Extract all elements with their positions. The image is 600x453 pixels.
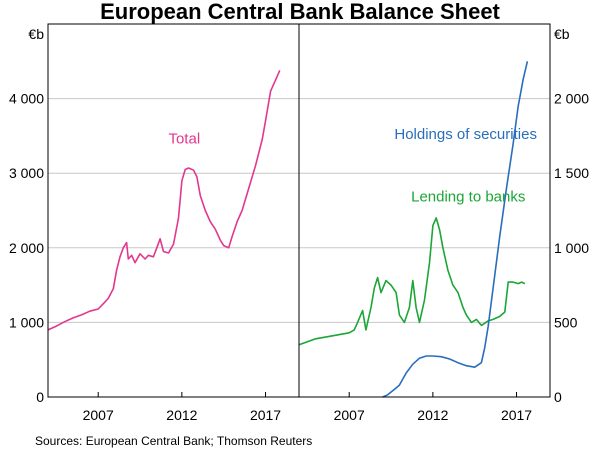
right-xtick-label-1: 2012 [417, 407, 448, 423]
left-unit-label: €b [28, 26, 44, 42]
left-panel-gridlines [48, 98, 299, 323]
holdings-of-securities-line [382, 61, 529, 398]
right-xtick-label-2: 2017 [501, 407, 532, 423]
annotations: Total Holdings of securities Lending to ba… [168, 126, 536, 206]
right-ytick-label-2: 1 000 [554, 240, 589, 256]
total-label: Total [168, 130, 200, 147]
right-ytick-label-1: 500 [554, 314, 578, 330]
chart-title: European Central Bank Balance Sheet [100, 0, 500, 24]
right-xtick-label-0: 2007 [334, 407, 365, 423]
left-ytick-label-2: 2 000 [9, 240, 44, 256]
total-line [47, 69, 281, 331]
left-xtick-label-1: 2012 [166, 407, 197, 423]
right-ytick-label-4: 2 000 [554, 91, 589, 107]
right-ytick-label-0: 0 [554, 389, 562, 405]
left-ytick-label-3: 3 000 [9, 165, 44, 181]
right-ytick-label-3: 1 500 [554, 165, 589, 181]
left-ytick-label-1: 1 000 [9, 314, 44, 330]
left-xtick-label-0: 2007 [83, 407, 114, 423]
left-ytick-label-0: 0 [36, 389, 44, 405]
series-layer [47, 61, 529, 398]
tick-labels: 0 1 000 2 000 3 000 4 000 €b 2007 2012 2017 0 500 1… [9, 26, 589, 423]
holdings-of-securities-label: Holdings of securities [394, 126, 537, 143]
source-note: Sources: European Central Bank; Thomson … [35, 434, 313, 448]
lending-to-banks-line [298, 217, 526, 346]
left-ytick-label-4: 4 000 [9, 91, 44, 107]
right-unit-label: €b [554, 26, 570, 42]
panel-frames [47, 23, 551, 398]
lending-to-banks-label: Lending to banks [411, 189, 525, 206]
left-xtick-label-2: 2017 [250, 407, 281, 423]
